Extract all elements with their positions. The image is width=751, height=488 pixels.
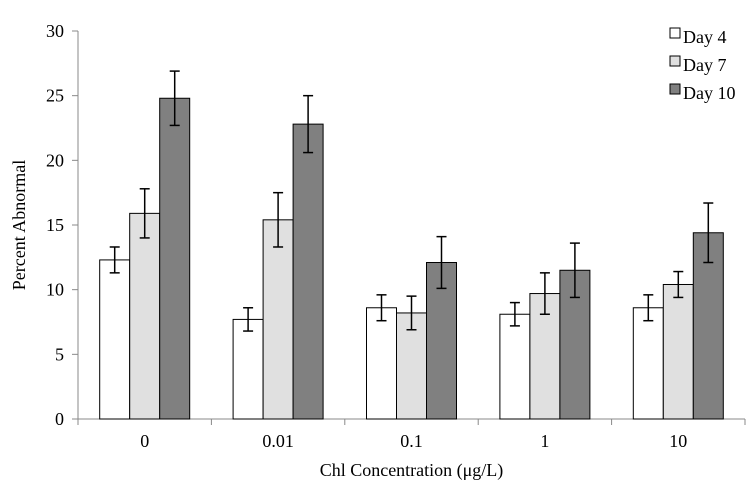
x-tick-label: 0.01 bbox=[262, 431, 294, 451]
bar bbox=[159, 97, 191, 420]
x-tick-label: 1 bbox=[540, 431, 549, 451]
bar bbox=[662, 283, 694, 420]
bar bbox=[292, 123, 324, 420]
bar bbox=[632, 307, 664, 420]
y-tick-label: 30 bbox=[46, 21, 64, 41]
bar bbox=[262, 219, 294, 420]
y-tick-label: 10 bbox=[46, 280, 64, 300]
bar-series-group bbox=[99, 97, 724, 420]
x-axis: 0 0.01 0.1 1 10 bbox=[77, 418, 746, 451]
bar bbox=[692, 232, 724, 420]
bar bbox=[232, 318, 264, 420]
bar bbox=[129, 212, 161, 420]
legend-swatch bbox=[669, 55, 681, 67]
y-tick-label: 25 bbox=[46, 86, 64, 106]
error-bar-group bbox=[109, 70, 714, 332]
legend-label: Day 7 bbox=[683, 55, 727, 75]
legend: Day 4 Day 7 Day 10 bbox=[669, 27, 736, 103]
y-tick-label: 5 bbox=[55, 344, 64, 364]
bar bbox=[366, 307, 397, 420]
y-tick-label: 0 bbox=[55, 409, 64, 429]
legend-swatch bbox=[669, 27, 681, 39]
x-tick-label: 10 bbox=[669, 431, 687, 451]
legend-label: Day 4 bbox=[683, 27, 727, 47]
y-tick-label: 15 bbox=[46, 215, 64, 235]
bar bbox=[396, 312, 427, 420]
bar bbox=[99, 259, 131, 420]
x-tick-label: 0 bbox=[140, 431, 149, 451]
x-axis-title: Chl Concentration (μg/L) bbox=[320, 460, 504, 481]
x-tick-label: 0.1 bbox=[400, 431, 423, 451]
y-tick-label: 20 bbox=[46, 150, 64, 170]
bar bbox=[499, 313, 531, 420]
legend-swatch bbox=[669, 83, 681, 95]
y-axis: 0 5 10 15 20 25 30 bbox=[46, 21, 79, 429]
legend-label: Day 10 bbox=[683, 83, 736, 103]
y-axis-title: Percent Abnormal bbox=[9, 160, 29, 290]
